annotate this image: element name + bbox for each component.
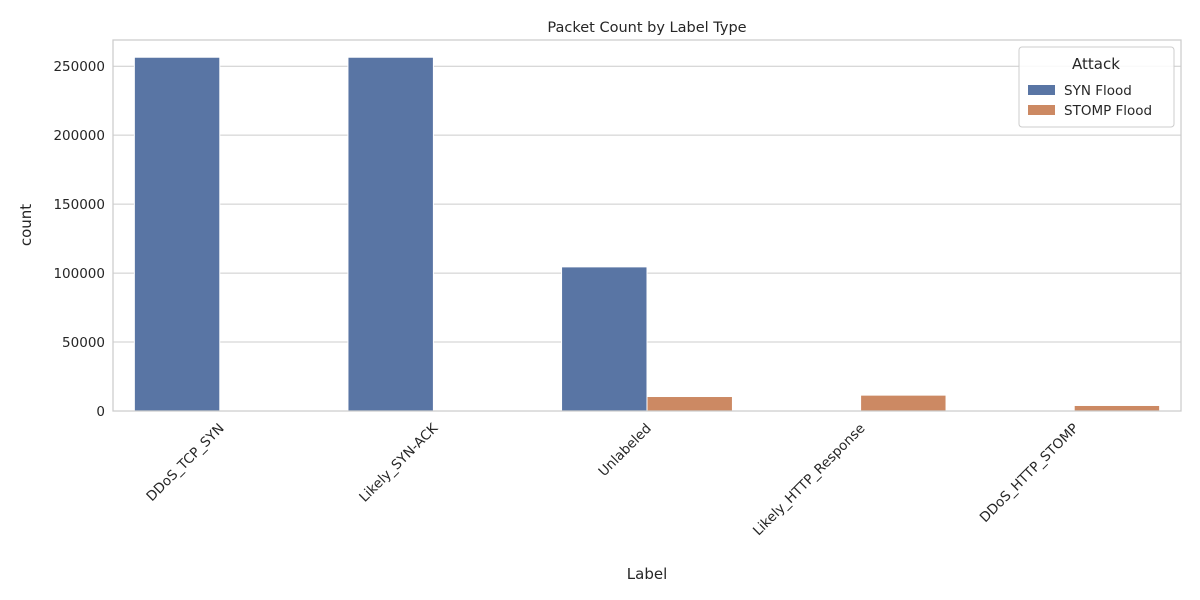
legend-swatch-syn-flood <box>1028 85 1055 95</box>
bar-stomp-flood <box>646 396 733 412</box>
x-tick-label: Unlabeled <box>595 421 654 480</box>
bar-syn-flood <box>347 56 434 412</box>
y-tick-label: 50000 <box>62 335 105 351</box>
bars <box>133 56 1161 412</box>
y-axis-label: count <box>17 204 35 246</box>
chart-title: Packet Count by Label Type <box>547 20 746 36</box>
y-tick-label: 200000 <box>53 128 105 144</box>
legend-title: Attack <box>1072 55 1120 73</box>
y-ticks: 0 50000 100000 150000 200000 250000 <box>53 59 105 420</box>
legend-box <box>1018 46 1175 128</box>
y-tick-label: 0 <box>96 404 105 420</box>
bar-syn-flood <box>561 266 648 412</box>
bar-syn-flood <box>133 56 221 412</box>
legend-swatch-stomp-flood <box>1028 105 1055 115</box>
bar-stomp-flood <box>860 394 947 412</box>
x-tick-label: Likely_HTTP_Response <box>750 421 868 539</box>
legend-label-stomp-flood: STOMP Flood <box>1064 103 1152 119</box>
x-tick-label: Likely_SYN-ACK <box>356 420 442 506</box>
legend: Attack SYN Flood STOMP Flood <box>1018 46 1175 128</box>
x-tick-label: DDoS_HTTP_STOMP <box>977 421 1082 526</box>
x-ticks: DDoS_TCP_SYN Likely_SYN-ACK Unlabeled Likel… <box>143 420 1082 539</box>
y-tick-label: 100000 <box>53 266 105 282</box>
plot-border <box>112 39 1182 412</box>
legend-label-syn-flood: SYN Flood <box>1064 83 1132 99</box>
bar-stomp-flood <box>1073 404 1161 412</box>
y-tick-label: 150000 <box>53 197 105 213</box>
x-axis-label: Label <box>627 565 667 583</box>
x-tick-label: DDoS_TCP_SYN <box>143 421 227 505</box>
y-tick-label: 250000 <box>53 59 105 75</box>
